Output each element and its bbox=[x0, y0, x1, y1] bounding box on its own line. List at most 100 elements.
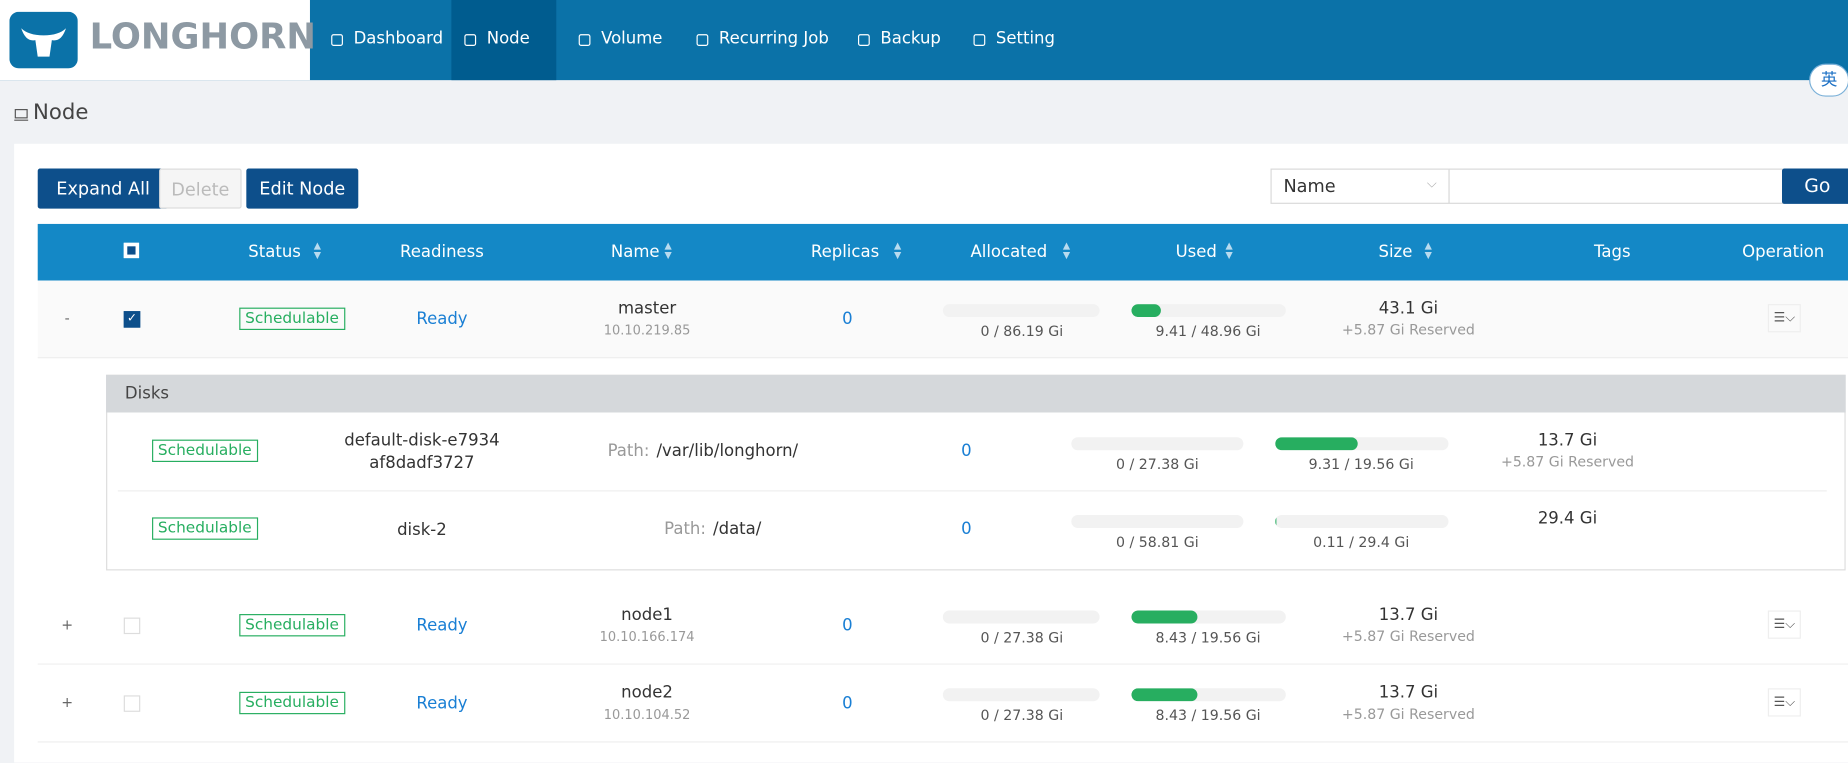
operation-menu[interactable]: ☰⌵ bbox=[1767, 688, 1801, 717]
disk-used-bar bbox=[1275, 437, 1449, 451]
row-checkbox[interactable] bbox=[123, 617, 141, 635]
node-name: node2 bbox=[621, 683, 673, 703]
disk-path: /data/ bbox=[713, 519, 762, 539]
node-ip: 10.10.166.174 bbox=[599, 629, 695, 645]
table-header bbox=[37, 223, 1848, 281]
logo-area: LONGHORN bbox=[0, 0, 316, 81]
disk-size: 29.4 Gi bbox=[1537, 509, 1598, 528]
usage-fill bbox=[1131, 688, 1198, 702]
status-badge: Schedulable bbox=[239, 307, 345, 330]
nav-icon bbox=[578, 34, 591, 46]
page-title: Node bbox=[32, 100, 89, 125]
nav-icon bbox=[857, 34, 870, 46]
used-bar bbox=[1131, 304, 1286, 318]
status-badge: Schedulable bbox=[152, 517, 258, 540]
table-row bbox=[37, 664, 1848, 743]
allocated-text: 0 / 27.38 Gi bbox=[980, 629, 1064, 646]
reserved: +5.87 Gi Reserved bbox=[1341, 321, 1475, 339]
row-checkbox[interactable] bbox=[123, 695, 141, 712]
column-header: Tags bbox=[1594, 242, 1631, 262]
node-ip: 10.10.219.85 bbox=[603, 322, 691, 339]
disk-used-text: 0.11 / 29.4 Gi bbox=[1313, 533, 1410, 551]
size: 13.7 Gi bbox=[1378, 605, 1439, 625]
search-field: Name bbox=[1283, 175, 1336, 197]
usage-fill bbox=[1131, 610, 1198, 624]
search-field-select[interactable]: Name ⌵ bbox=[1270, 168, 1450, 204]
nav-icon bbox=[331, 34, 343, 46]
search-input[interactable] bbox=[1448, 168, 1784, 204]
column-header: Readiness bbox=[400, 242, 484, 262]
sort-icon: ▲ ▼ bbox=[1424, 240, 1432, 261]
operation-menu[interactable]: ☰⌵ bbox=[1767, 610, 1801, 639]
disk-replicas: 0 bbox=[961, 519, 972, 539]
allocated-bar bbox=[942, 304, 1100, 318]
go-button[interactable]: Go bbox=[1781, 168, 1848, 204]
allocated-bar bbox=[942, 688, 1100, 702]
column-header: Size bbox=[1378, 242, 1413, 262]
table-row bbox=[37, 586, 1848, 665]
nav-label: Recurring Job bbox=[718, 29, 829, 49]
allocated-bar bbox=[942, 610, 1100, 624]
used-bar bbox=[1131, 688, 1286, 702]
disk-used-text: 9.31 / 19.56 Gi bbox=[1308, 456, 1414, 473]
disk-reserved: +5.87 Gi Reserved bbox=[1500, 453, 1635, 471]
dropdown-arrow: ⌵ bbox=[1426, 175, 1437, 191]
used-bar bbox=[1131, 610, 1286, 624]
usage-fill bbox=[1275, 515, 1276, 528]
size: 13.7 Gi bbox=[1378, 683, 1439, 703]
sort-icon: ▲ ▼ bbox=[894, 240, 902, 261]
nav-label: Volume bbox=[601, 29, 663, 49]
disk-path: /var/lib/longhorn/ bbox=[656, 441, 799, 461]
sort-icon: ▲ ▼ bbox=[313, 240, 321, 261]
operation-menu[interactable]: ☰⌵ bbox=[1767, 304, 1801, 333]
status-badge: Schedulable bbox=[239, 614, 345, 637]
toolbar-button[interactable]: Expand All bbox=[37, 168, 169, 209]
column-header: Operation bbox=[1742, 242, 1825, 262]
expand-toggle: - bbox=[64, 309, 70, 327]
disk-allocated-text: 0 / 58.81 Gi bbox=[1116, 533, 1199, 551]
disk-replicas: 0 bbox=[961, 441, 972, 461]
toolbar-button[interactable]: Edit Node bbox=[246, 168, 359, 209]
node-name: master bbox=[617, 299, 677, 319]
nav-icon bbox=[464, 34, 477, 46]
path-label: Path: bbox=[607, 441, 650, 461]
disk-allocated-text: 0 / 27.38 Gi bbox=[1116, 456, 1199, 473]
column-header: Replicas bbox=[810, 242, 880, 262]
readiness: Ready bbox=[416, 616, 468, 636]
sort-icon: ▲ ▼ bbox=[1062, 240, 1071, 261]
used-text: 8.43 / 19.56 Gi bbox=[1155, 629, 1261, 646]
toolbar-button[interactable]: Delete bbox=[159, 168, 242, 209]
column-header: Status bbox=[248, 242, 301, 262]
nav-label: Backup bbox=[880, 29, 941, 49]
readiness: Ready bbox=[416, 694, 468, 714]
nav-item[interactable] bbox=[451, 0, 557, 81]
readiness: Ready bbox=[416, 309, 468, 329]
disk-name: disk-2 bbox=[397, 520, 447, 540]
column-header: Allocated bbox=[970, 242, 1048, 262]
disks-header bbox=[106, 374, 1846, 413]
allocated-text: 0 / 86.19 Gi bbox=[980, 322, 1064, 340]
nav-icon bbox=[973, 34, 986, 46]
replicas: 0 bbox=[842, 616, 853, 636]
column-header: Used bbox=[1175, 242, 1217, 262]
column-header: Name bbox=[610, 242, 660, 262]
nav-icon bbox=[696, 34, 709, 46]
brand: LONGHORN bbox=[89, 16, 316, 58]
nav-label: Dashboard bbox=[353, 29, 444, 49]
status-badge: Schedulable bbox=[152, 439, 258, 462]
nav-label: Node bbox=[486, 29, 530, 49]
disk-size: 13.7 Gi bbox=[1537, 431, 1598, 451]
reserved: +5.87 Gi Reserved bbox=[1341, 628, 1475, 645]
disk-allocated-bar bbox=[1071, 515, 1244, 528]
select-all-checkbox[interactable] bbox=[123, 242, 140, 259]
disk-divider bbox=[117, 490, 1827, 492]
logo-icon bbox=[9, 11, 78, 69]
nav-label: Setting bbox=[995, 29, 1055, 49]
row-checkbox[interactable]: ✓ bbox=[123, 311, 141, 328]
sort-icon: ▲ ▼ bbox=[1225, 240, 1233, 261]
disk-name: default-disk-e7934af8dadf3727 bbox=[344, 431, 500, 473]
node-icon bbox=[14, 109, 29, 121]
path-label: Path: bbox=[664, 519, 706, 539]
used-text: 8.43 / 19.56 Gi bbox=[1155, 707, 1261, 724]
